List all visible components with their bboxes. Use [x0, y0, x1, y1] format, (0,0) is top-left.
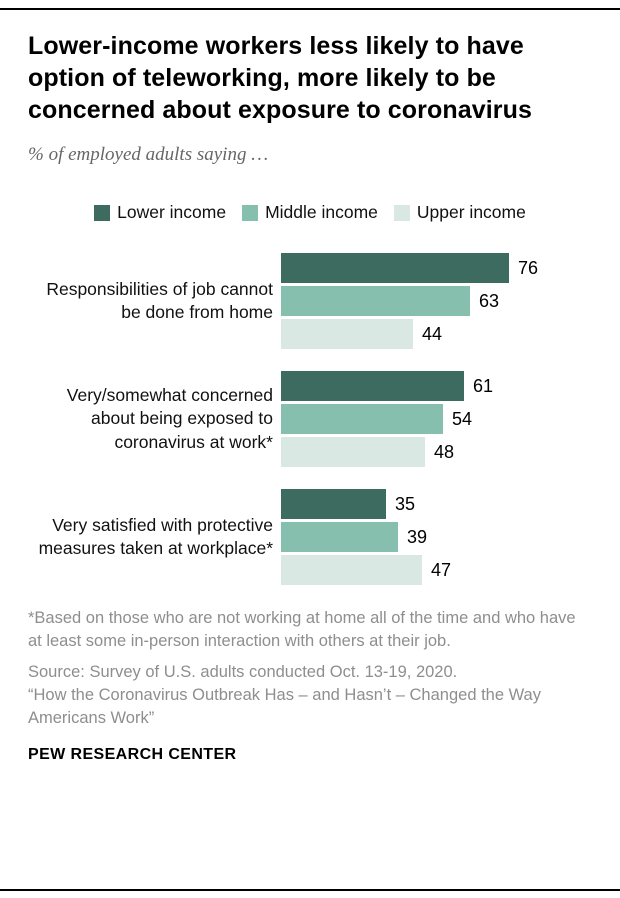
bar-row: 35: [281, 489, 592, 519]
bar-row: 39: [281, 522, 592, 552]
category-label: Very satisfied with protective measures …: [38, 514, 273, 558]
legend-swatch-lower-income: [94, 204, 111, 221]
footnote: *Based on those who are not working at h…: [28, 609, 576, 651]
bar-row: 47: [281, 555, 592, 585]
bar-group: Responsibilities of job cannot be done f…: [28, 253, 592, 349]
chart-subtitle: % of employed adults saying …: [28, 144, 269, 165]
legend: Lower income Middle income Upper income: [28, 202, 592, 223]
bar-row: 48: [281, 437, 592, 467]
category-label: Very/somewhat concerned about being expo…: [66, 385, 273, 452]
bar-value: 63: [479, 290, 500, 311]
bar-middle-income: [281, 522, 398, 552]
bar-lower-income: [281, 371, 464, 401]
legend-item-lower-income: Lower income: [94, 202, 226, 223]
bar-lower-income: [281, 253, 509, 283]
bar-row: 54: [281, 404, 592, 434]
bar-value: 54: [452, 408, 473, 429]
category-label: Responsibilities of job cannot be done f…: [46, 278, 273, 322]
bar-chart: Responsibilities of job cannot be done f…: [28, 253, 592, 585]
legend-item-upper-income: Upper income: [393, 202, 526, 223]
bar-upper-income: [281, 319, 413, 349]
bar-row: 76: [281, 253, 592, 283]
bottom-rule: [0, 889, 620, 891]
report-title-line: “How the Coronavirus Outbreak Has – and …: [28, 686, 541, 728]
bar-middle-income: [281, 404, 443, 434]
content: Lower-income workers less likely to have…: [28, 32, 592, 764]
bar-row: 44: [281, 319, 592, 349]
bar-middle-income: [281, 286, 470, 316]
bar-group: Very satisfied with protective measures …: [28, 489, 592, 585]
legend-swatch-middle-income: [242, 204, 259, 221]
legend-label: Lower income: [117, 202, 227, 222]
legend-label: Upper income: [416, 202, 526, 222]
bar-lower-income: [281, 489, 386, 519]
bar-row: 63: [281, 286, 592, 316]
bar-value: 76: [518, 257, 539, 278]
bar-upper-income: [281, 555, 422, 585]
source-line: Source: Survey of U.S. adults conducted …: [28, 663, 458, 682]
bar-value: 47: [431, 559, 452, 580]
legend-label: Middle income: [265, 202, 378, 222]
bar-value: 48: [434, 441, 455, 462]
bar-value: 61: [473, 375, 494, 396]
bar-stack: 35 39 47: [281, 489, 592, 585]
top-rule: [0, 8, 620, 10]
bar-value: 44: [422, 323, 443, 344]
page-title: Lower-income workers less likely to have…: [28, 32, 533, 124]
bar-value: 35: [395, 493, 416, 514]
bar-stack: 61 54 48: [281, 371, 592, 467]
legend-item-middle-income: Middle income: [242, 202, 378, 223]
bar-upper-income: [281, 437, 425, 467]
legend-swatch-upper-income: [393, 204, 410, 221]
bar-value: 39: [407, 526, 428, 547]
bar-group: Very/somewhat concerned about being expo…: [28, 371, 592, 467]
brand-pew-research-center: PEW RESEARCH CENTER: [28, 746, 237, 764]
bar-stack: 76 63 44: [281, 253, 592, 349]
bar-row: 61: [281, 371, 592, 401]
